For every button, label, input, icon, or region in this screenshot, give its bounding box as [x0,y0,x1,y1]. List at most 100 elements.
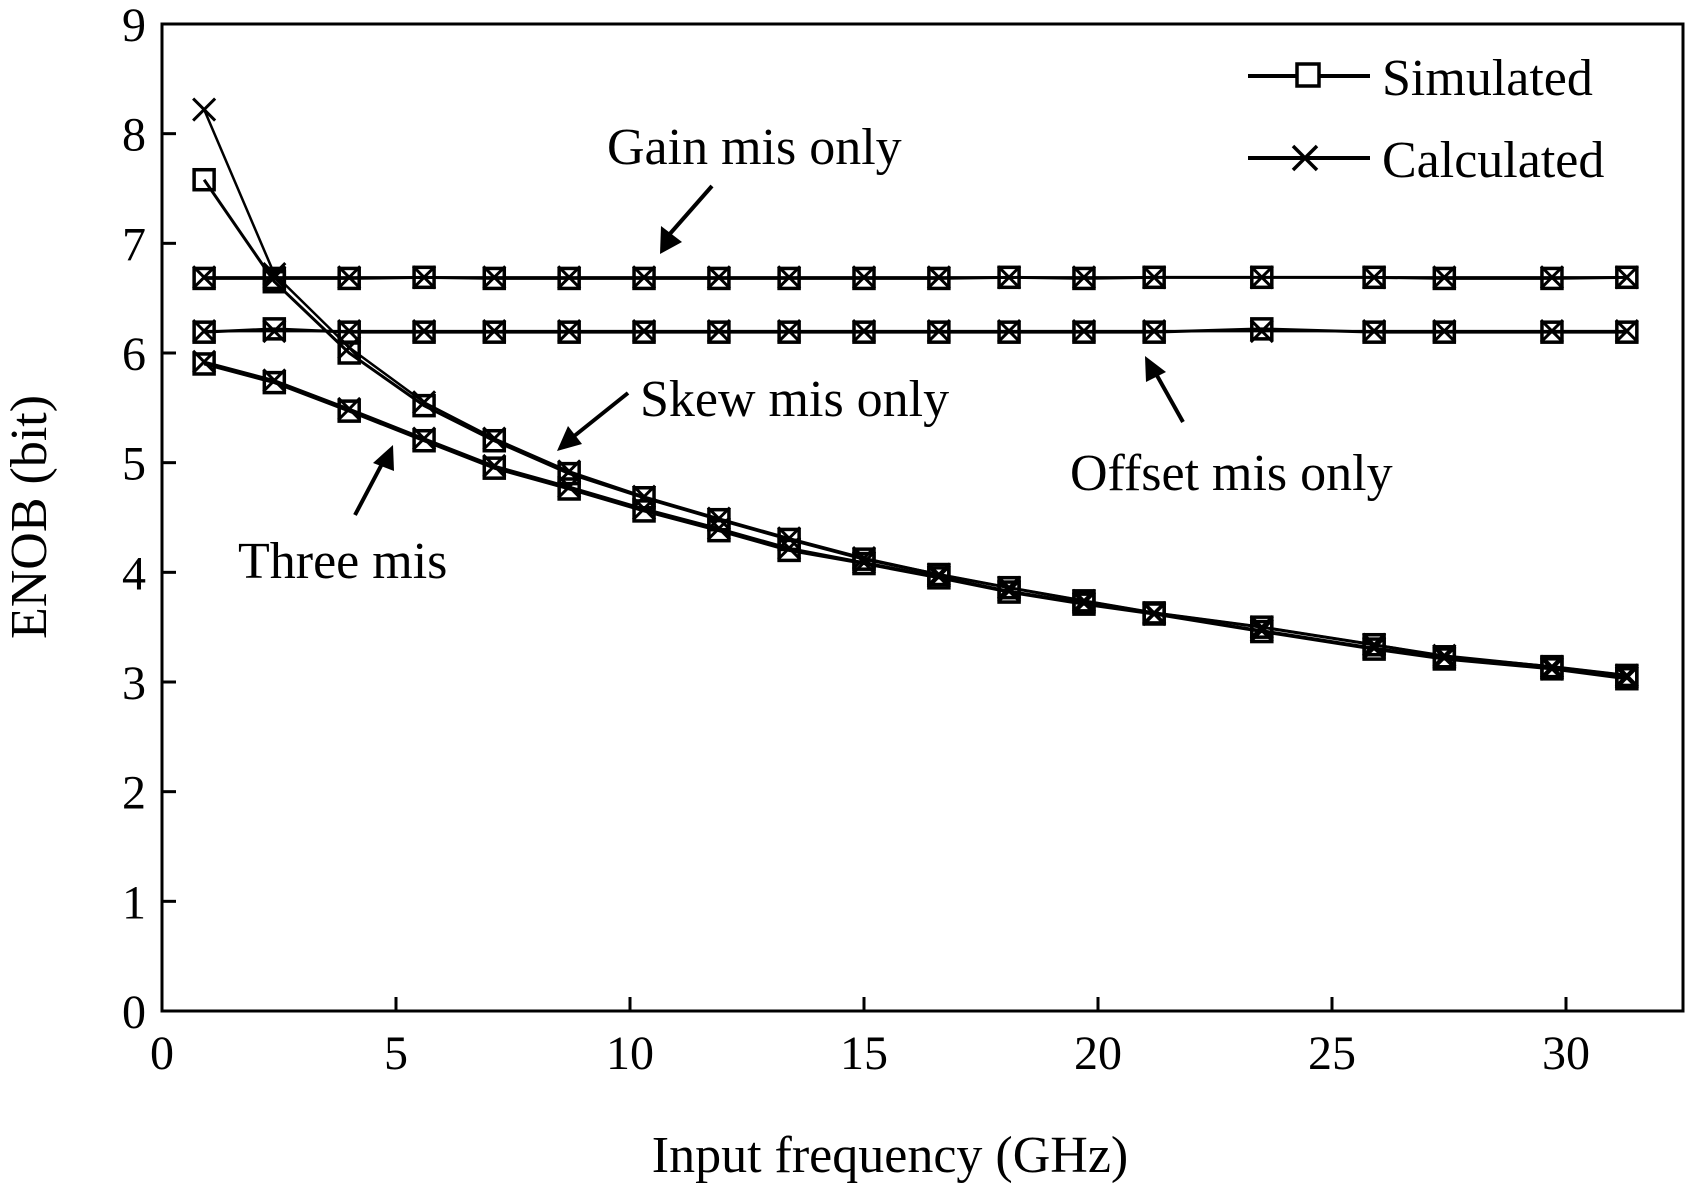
y-tick-label-2: 2 [122,767,146,820]
annotation-gain-arrow [666,184,714,238]
series-1-point-16 [1432,265,1457,290]
series-6-point-18 [1615,666,1639,691]
series-7-point-6 [631,496,657,521]
series-1-point-8 [777,265,802,290]
series-7-point-3 [412,426,437,451]
legend-marker-simulated [1295,62,1321,88]
y-tick-label-9: 9 [122,0,146,52]
x-tick-label-4: 20 [1074,1027,1122,1080]
y-tick-label-8: 8 [122,109,146,162]
series-7-point-16 [1432,645,1457,670]
series-6-point-1 [262,370,287,395]
series-7-point-17 [1539,656,1565,681]
y-tick-label-3: 3 [122,657,146,710]
series-7-point-10 [926,564,951,589]
series-3-point-9 [851,319,877,344]
y-tick-label-4: 4 [122,547,146,600]
x-tick-label-1: 5 [384,1027,408,1080]
series-3-point-7 [706,319,731,344]
series-3-point-8 [777,319,802,344]
series-3-point-10 [926,319,951,344]
series-5-point-0 [192,97,217,122]
series-6-point-3 [412,428,436,453]
series-1-point-10 [926,265,951,290]
series-5-point-1 [262,261,287,287]
y-tick-label-7: 7 [122,218,146,271]
annotation-offset-text: Offset mis only [1070,445,1393,502]
x-tick-label-3: 15 [840,1027,888,1080]
x-tick-label-0: 0 [150,1027,174,1080]
legend-marker-calculated [1291,144,1319,172]
series-3-point-13 [1142,319,1167,344]
y-tick-label-5: 5 [122,438,146,491]
x-axis-title: Input frequency (GHz) [652,1127,1128,1184]
series-4-point-2 [337,341,361,365]
y-tick-label-6: 6 [122,328,146,381]
series-1-point-17 [1539,265,1565,290]
series-1-point-14 [1249,265,1274,290]
series-1-point-5 [557,265,582,290]
series-1-point-9 [851,265,877,290]
series-7-point-2 [337,396,362,421]
y-tick-label-1: 1 [122,876,146,929]
series-2-point-1 [262,317,287,341]
series-7-point-13 [1142,601,1167,627]
series-4-point-3 [412,393,436,418]
series-7-point-1 [262,368,287,393]
series-3-point-3 [412,319,437,344]
annotation-three-arrow [353,461,385,516]
annotation-skew: Skew mis only [557,371,949,451]
series-3-point-14 [1249,319,1274,344]
plot-frame [160,22,1685,1013]
x-tick-label-2: 10 [606,1027,654,1080]
series-1-point-0 [192,265,217,290]
series-3-point-12 [1071,319,1097,344]
annotation-skew-arrowhead [557,426,582,451]
series-2-point-14 [1250,317,1274,341]
series-7-point-15 [1362,635,1387,661]
y-axis-title: ENOB (bit) [1,395,58,639]
series-7-point-4 [482,453,507,479]
series-1-point-4 [482,265,507,290]
series-3-point-18 [1614,319,1639,344]
annotation-gain: Gain mis only [607,119,902,254]
series-1-point-11 [997,265,1022,290]
legend-label-simulated: Simulated [1382,50,1593,107]
series-1-point-18 [1614,265,1639,290]
series-3-point-16 [1432,319,1457,344]
annotation-offset-arrowhead [1145,356,1166,382]
series-3-point-17 [1539,319,1565,344]
annotation-skew-arrow [571,391,630,439]
annotation-skew-text: Skew mis only [640,371,949,428]
annotation-three: Three mis [238,445,447,590]
series-6-point-2 [337,399,361,423]
series-4-point-0 [192,167,216,192]
series-1-point-2 [337,265,362,290]
series-7-point-9 [851,550,877,575]
legend: Simulated Calculated [1248,50,1604,189]
x-tick-label-6: 30 [1542,1027,1590,1080]
series-5-point-4 [482,426,507,451]
axis-ticks: 0 5 10 15 20 25 30 0 1 2 3 4 5 6 7 8 9 [122,0,1590,1080]
annotation-offset: Offset mis only [1070,356,1393,502]
series-4-point-4 [482,428,507,453]
series-7-point-0 [192,349,217,374]
series-1-point-6 [631,265,657,290]
series-3-point-5 [557,319,582,344]
annotation-offset-arrow [1153,371,1185,423]
series-7-point-7 [706,516,731,541]
series-5-point-3 [412,390,437,415]
series-7-point-8 [777,536,802,561]
series-3-point-4 [482,319,507,344]
series-3-point-6 [631,319,657,344]
legend-label-calculated: Calculated [1382,132,1604,189]
series-1-point-12 [1071,265,1097,290]
series-1-point-7 [706,265,731,290]
annotation-gain-arrowhead [660,226,682,254]
series-1-point-13 [1142,265,1167,290]
annotation-three-text: Three mis [238,533,447,590]
series-7-point-12 [1071,590,1097,616]
series-6-point-13 [1142,602,1166,626]
series-layer [192,97,1639,691]
